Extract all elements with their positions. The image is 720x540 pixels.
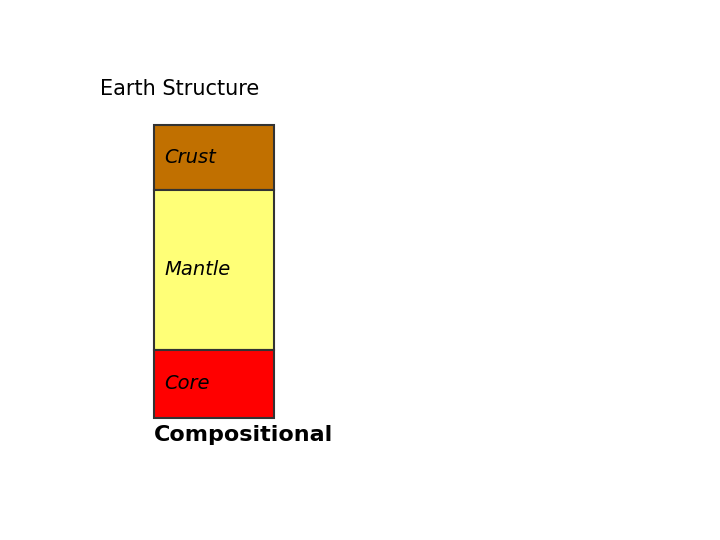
Text: Compositional: Compositional (154, 426, 333, 446)
Text: Crust: Crust (164, 148, 216, 167)
Bar (154, 125, 274, 190)
Text: Earth Structure: Earth Structure (100, 79, 259, 99)
Bar (154, 190, 274, 349)
Text: Core: Core (164, 374, 210, 394)
Text: Mantle: Mantle (164, 260, 230, 279)
Bar (154, 349, 274, 418)
